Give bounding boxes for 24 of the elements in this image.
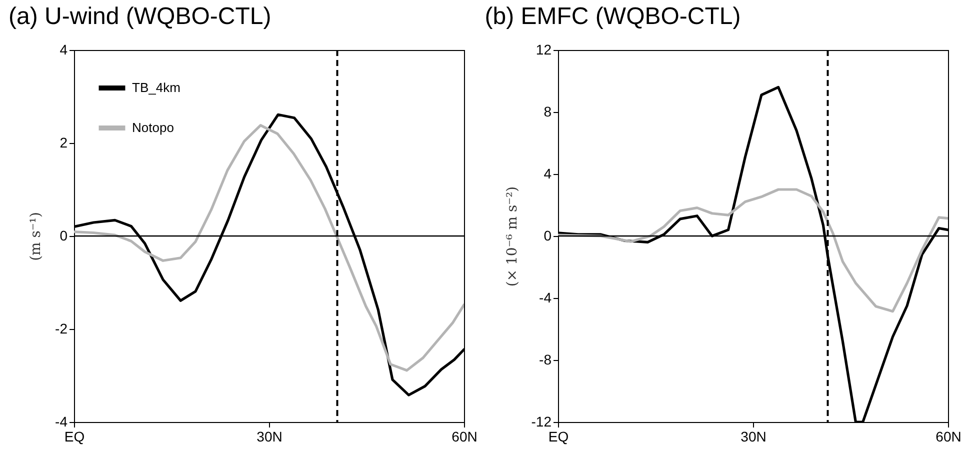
x-tick-label: 60N	[936, 428, 962, 444]
y-tick-label: -4	[55, 414, 68, 430]
chart-title: (a) U-wind (WQBO-CTL)	[8, 3, 272, 30]
y-tick-label: 4	[60, 42, 68, 58]
y-tick-label: -12	[531, 414, 552, 430]
legend-label: Notopo	[132, 120, 174, 135]
y-axis-title: (m s⁻¹)	[28, 212, 44, 261]
x-tick-label: 30N	[256, 428, 282, 444]
y-tick-label: 12	[536, 42, 552, 58]
chart-title: (b) EMFC (WQBO-CTL)	[484, 3, 741, 30]
y-tick-label: 0	[60, 228, 68, 244]
x-tick-label: 60N	[452, 428, 478, 444]
y-tick-label: 0	[544, 228, 552, 244]
y-tick-label: 8	[544, 104, 552, 120]
x-tick-label: EQ	[548, 428, 569, 444]
y-tick-label: -4	[539, 290, 552, 306]
y-tick-label: -8	[539, 352, 552, 368]
x-tick-label: 30N	[740, 428, 766, 444]
y-tick-label: 2	[60, 134, 68, 150]
y-tick-label: 4	[544, 166, 552, 182]
legend-label: TB_4km	[132, 80, 180, 95]
y-axis-title: (× 10⁻⁶ m s⁻²)	[504, 186, 520, 287]
x-tick-label: EQ	[64, 428, 85, 444]
y-tick-label: -2	[55, 320, 68, 336]
